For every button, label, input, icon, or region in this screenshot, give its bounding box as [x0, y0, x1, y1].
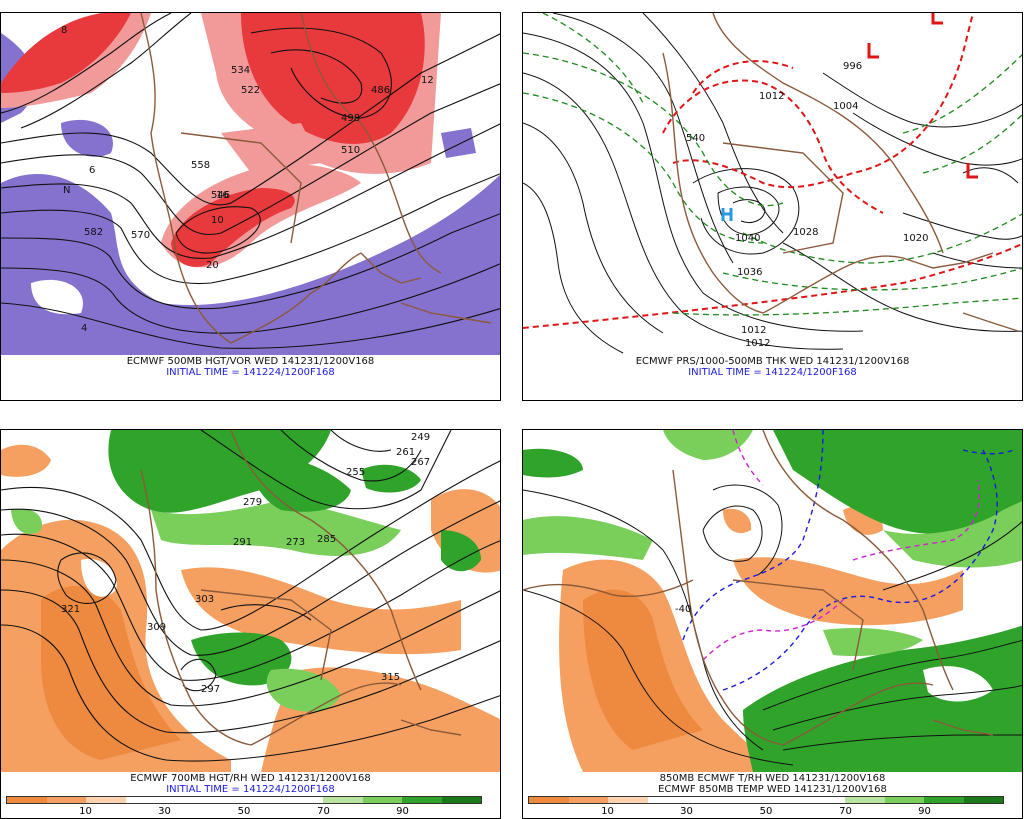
label-8: 8 — [61, 25, 67, 36]
caption-700mb: ECMWF 700MB HGT/RH WED 141231/1200V168 — [130, 773, 371, 784]
label-1012-north: 1012 — [759, 91, 784, 102]
height-contours — [1, 13, 500, 349]
caption-sfc: ECMWF PRS/1000-500MB THK WED 141231/1200… — [635, 356, 910, 367]
land-outline — [140, 13, 492, 344]
moist-area-north — [773, 430, 1022, 534]
initial-time-500mb: INITIAL TIME = 141224/1200F168 — [166, 367, 335, 378]
high-pressure-marker — [721, 208, 733, 221]
label-309: 309 — [147, 622, 166, 633]
label-291: 291 — [233, 537, 252, 548]
label-1028: 1028 — [793, 227, 818, 238]
label-570: 570 — [131, 230, 150, 241]
rh-colorbar-700mb — [6, 796, 482, 804]
thickness-contours — [523, 13, 1022, 329]
label-20: 20 — [206, 260, 219, 271]
height-contours — [1, 430, 500, 762]
label-297: 297 — [201, 684, 220, 695]
dry-area-central — [181, 567, 461, 655]
label-1020: 1020 — [903, 233, 928, 244]
label-1040: 1040 — [735, 233, 760, 244]
label-486: 486 — [371, 85, 390, 96]
label-267: 267 — [411, 457, 430, 468]
label-249: 249 — [411, 432, 430, 443]
label-303: 303 — [195, 594, 214, 605]
temperature-contours — [523, 484, 1022, 766]
label-6: 6 — [89, 165, 95, 176]
label-540: 540 — [686, 133, 705, 144]
label-12: 12 — [421, 75, 434, 86]
panel-sfc-pressure: 1012 1004 996 1040 1028 1020 1036 1012 1… — [522, 12, 1023, 401]
rh-colorbar-850mb — [528, 796, 1004, 804]
label-522: 522 — [241, 85, 260, 96]
label-510: 510 — [341, 145, 360, 156]
label-558: 558 — [191, 160, 210, 171]
low-pressure-marker — [867, 13, 978, 179]
label-546: 546 — [211, 190, 230, 201]
map-500mb-vorticity: 486 498 510 522 534 546 558 570 582 6 8 … — [1, 13, 500, 355]
label-1004: 1004 — [833, 101, 858, 112]
label-996: 996 — [843, 61, 862, 72]
label-582: 582 — [84, 227, 103, 238]
label-261: 261 — [396, 447, 415, 458]
label-534: 534 — [231, 65, 250, 76]
panel-700mb: 249 255 261 267 273 279 285 291 297 303 … — [0, 429, 501, 819]
label-1012-south: 1012 — [741, 325, 766, 336]
label-255: 255 — [346, 467, 365, 478]
label-273: 273 — [286, 537, 305, 548]
panel-850mb: -40 850MB ECMWF T/RH WED 141231/1200V168… — [522, 429, 1023, 819]
vort-negative-area-pac — [61, 119, 113, 157]
moist-area-southwest — [191, 632, 292, 686]
isobar-contours — [523, 13, 1022, 354]
freezing-contours — [682, 430, 1014, 691]
label-4: 4 — [81, 323, 87, 334]
label-285: 285 — [317, 534, 336, 545]
label-321: 321 — [61, 604, 80, 615]
label-10: 10 — [211, 215, 224, 226]
label-16: 16 — [216, 190, 229, 201]
land-outline — [662, 13, 1019, 332]
caption-850mb-rh: 850MB ECMWF T/RH WED 141231/1200V168 — [659, 773, 886, 784]
moist-area-north — [108, 430, 331, 513]
label-498: 498 — [341, 113, 360, 124]
label-1036: 1036 — [737, 267, 762, 278]
initial-time-700mb: INITIAL TIME = 141224/1200F168 — [166, 784, 335, 795]
label-1012-coast: 1012 — [745, 338, 770, 349]
caption-500mb: ECMWF 500MB HGT/VOR WED 141231/1200V168 — [126, 356, 375, 367]
label-279: 279 — [243, 497, 262, 508]
caption-850mb-temp: ECMWF 850MB TEMP WED 141231/1200V168 — [658, 784, 887, 795]
initial-time-sfc: INITIAL TIME = 141224/1200F168 — [688, 367, 857, 378]
label-315: 315 — [381, 672, 400, 683]
map-700mb-rh: 249 255 261 267 273 279 285 291 297 303 … — [1, 430, 500, 772]
rh-colorbar-ticks-850mb: 10 30 50 70 90 — [601, 806, 931, 817]
land-outline — [140, 430, 462, 746]
label-minus-40: -40 — [675, 604, 691, 615]
rh-colorbar-ticks-700mb: 10 30 50 70 90 — [79, 806, 409, 817]
map-850mb-temp-rh: -40 — [523, 430, 1022, 772]
land-outline — [523, 430, 994, 746]
label-N: N — [63, 185, 70, 196]
vort-negative-area-atl — [441, 128, 476, 158]
dry-area-central — [733, 557, 963, 626]
vort-negative-area — [1, 174, 500, 355]
map-pressure-thickness: 1012 1004 996 1040 1028 1020 1036 1012 1… — [523, 13, 1022, 355]
panel-500mb: 486 498 510 522 534 546 558 570 582 6 8 … — [0, 12, 501, 401]
